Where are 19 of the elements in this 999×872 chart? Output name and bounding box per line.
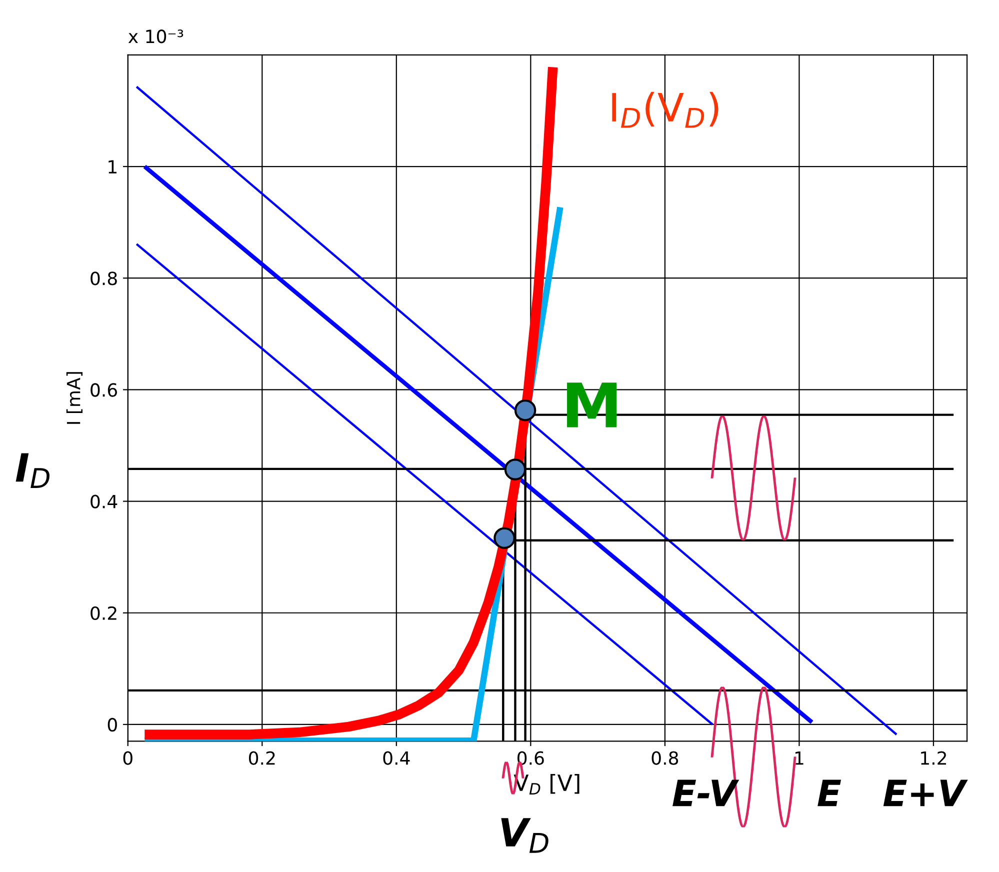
x-tick-label: 0: [123, 751, 132, 765]
y-tick-label: 0.8: [90, 272, 117, 286]
y-tick-label: 0: [108, 718, 117, 732]
x-tick-label: 1.2: [921, 751, 946, 765]
text: E+V: [883, 780, 968, 806]
text: I$_{D}$: [16, 453, 50, 488]
x-tick-label: 0.2: [248, 751, 275, 765]
text: x 10⁻³: [128, 30, 184, 44]
y-tick-label: 0.4: [90, 494, 118, 508]
x-tick-label: 1: [795, 751, 804, 765]
text: V$_{D}$: [501, 818, 548, 853]
y-axis-title: I [mA]: [66, 372, 83, 424]
x-tick-label: 0.6: [518, 751, 544, 765]
x-tick-label: 0.8: [652, 751, 678, 765]
y-tick-label: 0.6: [90, 383, 118, 397]
y-tick-label: 0.2: [90, 606, 116, 620]
text: E: [818, 780, 842, 806]
y-tick-label: 1: [108, 160, 116, 174]
x-tick-label: 0.4: [383, 751, 410, 765]
